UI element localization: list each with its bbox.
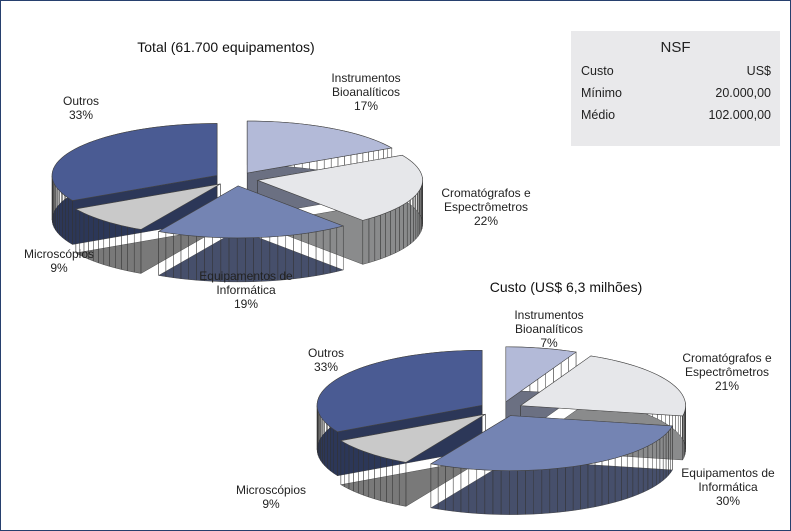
table: Custo US$ Mínimo 20.000,00 Médio 102.000,00 bbox=[581, 60, 771, 126]
header-cell: Custo bbox=[581, 64, 614, 78]
value-label: 33% bbox=[68, 108, 94, 122]
cell: 102.000,00 bbox=[708, 108, 771, 122]
chart-title: Total (61.700 equipamentos) bbox=[137, 39, 315, 55]
slice-label: Equipamentos de Informática bbox=[199, 269, 293, 297]
slice bbox=[316, 349, 483, 433]
cell: 20.000,00 bbox=[715, 86, 771, 100]
slice bbox=[519, 355, 686, 417]
value-label: 21% bbox=[714, 379, 740, 393]
cell: Médio bbox=[581, 108, 616, 122]
slice-label: Microscópios bbox=[23, 247, 95, 261]
chart-title: Custo (US$ 6,3 milhões) bbox=[489, 279, 643, 295]
value-label: 9% bbox=[50, 261, 68, 275]
slice bbox=[157, 185, 345, 239]
slice-label: Instrumentos Bioanalíticos bbox=[514, 308, 584, 336]
slice-label: Cromatógrafos e Espectrômetros bbox=[441, 186, 531, 214]
slice-label: Outros bbox=[307, 346, 344, 360]
slice bbox=[430, 415, 673, 471]
slice-label: Microscópios bbox=[235, 483, 307, 497]
value-label: 17% bbox=[353, 99, 379, 113]
slice-label: Instrumentos Bioanalíticos bbox=[331, 71, 401, 99]
slice-label: Cromatógrafos e Espectrômetros bbox=[682, 351, 772, 379]
slice bbox=[505, 346, 577, 403]
slice-label: Outros bbox=[62, 94, 99, 108]
slice bbox=[246, 120, 393, 174]
value-label: 9% bbox=[262, 497, 280, 511]
cell: Mínimo bbox=[581, 86, 622, 100]
header-cell: US$ bbox=[746, 64, 771, 78]
slice bbox=[74, 183, 221, 230]
slice bbox=[51, 123, 218, 201]
slice bbox=[339, 413, 486, 463]
table-title: NSF bbox=[660, 39, 691, 56]
value-label: 7% bbox=[540, 336, 558, 350]
value-label: 33% bbox=[313, 360, 339, 374]
cost-table: NSF Custo US$ Mínimo 20.000,00 Médio 102.00… bbox=[571, 31, 780, 146]
value-label: 22% bbox=[473, 214, 499, 228]
value-label: 30% bbox=[715, 494, 741, 508]
slice bbox=[256, 154, 423, 221]
value-label: 19% bbox=[233, 297, 259, 311]
slice-label: Equipamentos de Informática bbox=[681, 466, 775, 494]
